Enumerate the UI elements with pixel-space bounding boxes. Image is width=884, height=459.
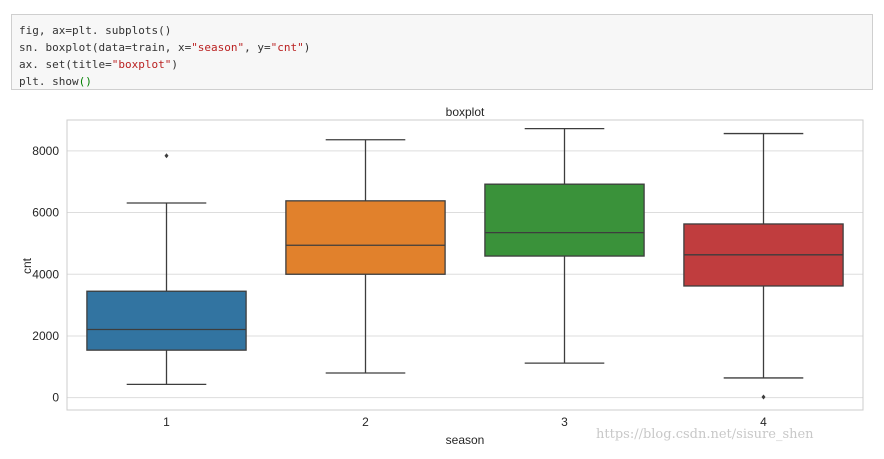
watermark: https://blog.csdn.net/sisure_shen [596, 427, 814, 442]
x-axis-label: season [446, 433, 485, 447]
outlier-point [165, 153, 169, 158]
box-3 [485, 129, 644, 363]
box-iqr [485, 184, 644, 256]
y-tick-label: 8000 [32, 144, 59, 158]
chart-title: boxplot [446, 105, 485, 119]
outlier-point [762, 395, 766, 400]
y-tick-label: 2000 [32, 329, 59, 343]
box-4 [684, 134, 843, 400]
box-1 [87, 153, 246, 384]
y-tick-label: 6000 [32, 206, 59, 220]
box-iqr [286, 201, 445, 274]
x-tick-label: 2 [362, 415, 369, 429]
box-2 [286, 140, 445, 373]
y-tick-label: 0 [52, 391, 59, 405]
x-tick-label: 3 [561, 415, 568, 429]
y-axis-label: cnt [20, 257, 34, 274]
box-iqr [87, 291, 246, 350]
y-tick-label: 4000 [32, 267, 59, 281]
x-tick-label: 1 [163, 415, 170, 429]
